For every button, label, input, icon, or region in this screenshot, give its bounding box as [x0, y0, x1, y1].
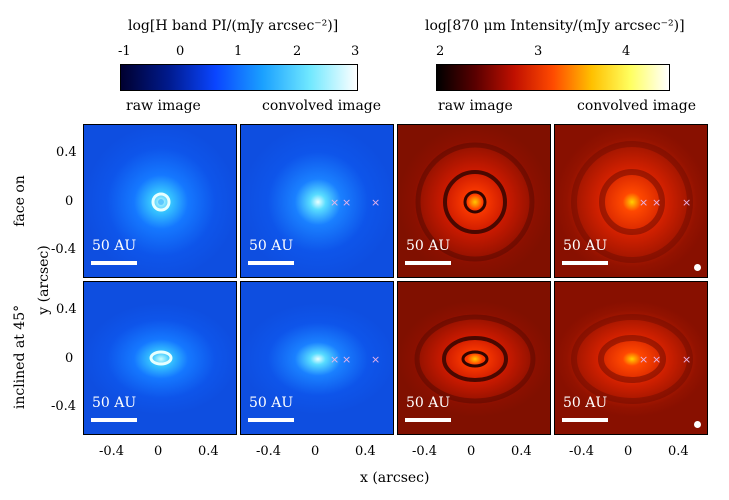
panel-inclined-h-convolved: × × × 50 AU — [240, 281, 394, 435]
y-tick-label: -0.4 — [51, 242, 77, 257]
scale-bar — [562, 418, 608, 422]
panel-face-on-mm-raw: 50 AU — [397, 124, 551, 278]
column-title-mm-convolved: convolved image — [577, 98, 697, 114]
scale-bar — [91, 261, 137, 265]
mm-colorbar-tick: 3 — [534, 44, 543, 59]
column-title-h-convolved: convolved image — [262, 98, 382, 114]
scale-bar — [248, 418, 294, 422]
svg-text:×: × — [639, 353, 648, 366]
scale-bar — [405, 261, 451, 265]
scale-bar-label: 50 AU — [92, 238, 137, 254]
svg-text:×: × — [639, 196, 648, 209]
svg-text:×: × — [652, 353, 661, 366]
scale-bar-label: 50 AU — [563, 238, 608, 254]
mm-colorbar — [436, 64, 670, 91]
y-tick-label: 0 — [65, 351, 74, 366]
svg-text:×: × — [330, 196, 339, 209]
svg-text:×: × — [682, 196, 691, 209]
x-axis-label: x (arcsec) — [360, 470, 430, 486]
panel-inclined-mm-convolved: × × × 50 AU — [554, 281, 708, 435]
panel-face-on-mm-convolved: × × × 50 AU — [554, 124, 708, 278]
svg-text:×: × — [330, 353, 339, 366]
mm-colorbar-tick: 2 — [436, 44, 445, 59]
column-title-h-raw: raw image — [126, 98, 201, 114]
x-tick-label: 0 — [624, 444, 633, 459]
scale-bar — [562, 261, 608, 265]
beam-marker — [694, 264, 701, 271]
svg-text:×: × — [342, 353, 351, 366]
y-tick-label: 0.4 — [56, 145, 77, 160]
svg-text:×: × — [371, 196, 380, 209]
h-band-colorbar-tick: 2 — [293, 44, 302, 59]
h-band-colorbar — [120, 64, 358, 91]
scale-bar-label: 50 AU — [406, 395, 451, 411]
scale-bar — [248, 261, 294, 265]
scale-bar — [405, 418, 451, 422]
y-axis-label: y (arcsec) — [36, 245, 52, 315]
panel-inclined-h-raw: 50 AU — [83, 281, 237, 435]
scale-bar-label: 50 AU — [249, 395, 294, 411]
x-tick-label: -0.4 — [256, 444, 282, 459]
x-tick-label: -0.4 — [99, 444, 125, 459]
row-label-inclined: inclined at 45° — [12, 304, 28, 410]
y-tick-label: -0.4 — [51, 399, 77, 414]
h-band-colorbar-tick: 3 — [351, 44, 360, 59]
x-tick-label: 0 — [154, 444, 163, 459]
svg-text:×: × — [652, 196, 661, 209]
svg-text:×: × — [371, 353, 380, 366]
h-band-colorbar-tick: 1 — [234, 44, 243, 59]
svg-text:×: × — [342, 196, 351, 209]
h-band-colorbar-tick: -1 — [118, 44, 131, 59]
svg-text:×: × — [682, 353, 691, 366]
scale-bar-label: 50 AU — [92, 395, 137, 411]
beam-marker — [694, 421, 701, 428]
x-tick-label: 0 — [467, 444, 476, 459]
panel-face-on-h-raw: 50 AU — [83, 124, 237, 278]
x-tick-label: -0.4 — [569, 444, 595, 459]
y-tick-label: 0 — [65, 194, 74, 209]
h-band-colorbar-title: log[H band PI/(mJy arcsec⁻²)] — [128, 18, 339, 34]
y-tick-label: 0.4 — [56, 302, 77, 317]
x-tick-label: -0.4 — [412, 444, 438, 459]
x-tick-label: 0.4 — [511, 444, 532, 459]
x-tick-label: 0.4 — [355, 444, 376, 459]
scale-bar-label: 50 AU — [406, 238, 451, 254]
panel-inclined-mm-raw: 50 AU — [397, 281, 551, 435]
row-label-face-on: face on — [12, 175, 28, 227]
panel-face-on-h-convolved: × × × 50 AU — [240, 124, 394, 278]
x-tick-label: 0.4 — [668, 444, 689, 459]
scale-bar-label: 50 AU — [249, 238, 294, 254]
mm-colorbar-title: log[870 μm Intensity/(mJy arcsec⁻²)] — [425, 18, 685, 34]
mm-colorbar-tick: 4 — [622, 44, 631, 59]
column-title-mm-raw: raw image — [438, 98, 513, 114]
h-band-colorbar-tick: 0 — [176, 44, 185, 59]
scale-bar-label: 50 AU — [563, 395, 608, 411]
scale-bar — [91, 418, 137, 422]
x-tick-label: 0.4 — [198, 444, 219, 459]
x-tick-label: 0 — [311, 444, 320, 459]
